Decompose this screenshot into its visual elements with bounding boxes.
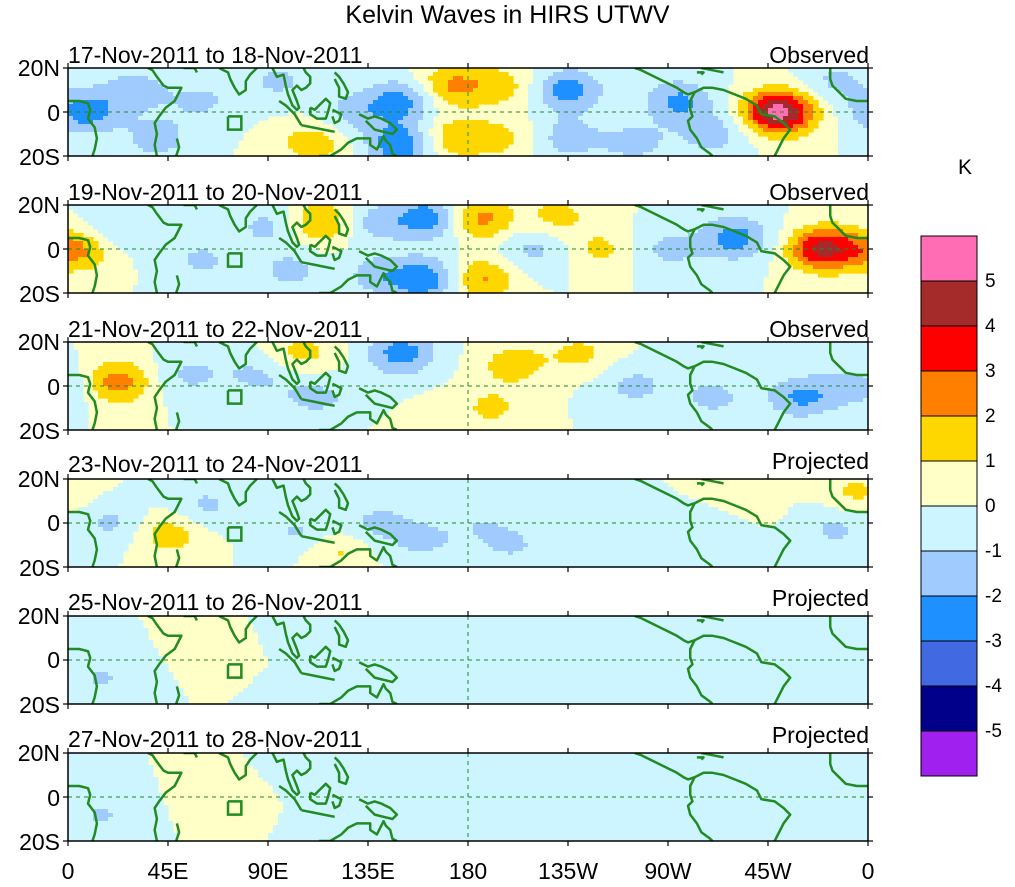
region-box — [226, 252, 243, 268]
lat-label-20n-p3: 20N — [17, 329, 60, 355]
coastlines — [68, 205, 868, 293]
lon-label-0: 0 — [61, 858, 75, 884]
lon-label-45w: 45W — [744, 858, 792, 884]
panel-1-date-label: 17-Nov-2011 to 18-Nov-2011 — [68, 42, 363, 68]
colorbar-swatch-3 — [920, 370, 978, 417]
lat-label-eq-p4: 0 — [47, 510, 60, 536]
axis-ticks — [63, 63, 873, 161]
coastlines — [68, 68, 868, 156]
lat-label-eq-p1: 0 — [47, 100, 60, 126]
map-panel-6 — [63, 748, 873, 846]
panel-5-status-label: Projected — [771, 585, 869, 611]
lat-label-20s-p2: 20S — [19, 281, 60, 307]
panel-4-date-label: 23-Nov-2011 to 24-Nov-2011 — [68, 451, 363, 477]
region-box — [226, 526, 243, 542]
map-panel-5 — [63, 611, 873, 709]
lon-label-180: 180 — [448, 858, 488, 884]
colorbar-swatch-4 — [920, 415, 978, 462]
panel-2-date-label: 19-Nov-2011 to 20-Nov-2011 — [68, 179, 363, 205]
colorbar-swatch-7 — [920, 550, 978, 597]
map-panel-4 — [63, 474, 873, 572]
colorbar-label-2: 2 — [985, 406, 996, 427]
lat-label-20n-p4: 20N — [17, 466, 60, 492]
lon-label-135e: 135E — [341, 858, 395, 884]
lat-label-20n-p2: 20N — [17, 192, 60, 218]
region-box — [226, 800, 243, 816]
colorbar-swatch-9 — [920, 640, 978, 687]
lat-label-20s-p3: 20S — [19, 418, 60, 444]
coastlines — [68, 479, 868, 567]
colorbar-label-4: 4 — [985, 316, 996, 337]
panel-3-date-label: 21-Nov-2011 to 22-Nov-2011 — [68, 316, 363, 342]
lat-label-eq-p2: 0 — [47, 237, 60, 263]
lat-label-20s-p4: 20S — [19, 555, 60, 581]
lon-label-135w: 135W — [537, 858, 599, 884]
lon-label-90e: 90E — [247, 858, 289, 884]
lat-label-20s-p1: 20S — [19, 144, 60, 170]
axis-ticks — [63, 474, 873, 572]
colorbar-label-neg4: -4 — [985, 676, 1002, 697]
lat-label-20s-p5: 20S — [19, 692, 60, 718]
map-panels — [63, 63, 873, 846]
colorbar-swatch-10 — [920, 685, 978, 732]
panel-3-status-label: Observed — [769, 316, 869, 342]
colorbar-swatch-1 — [920, 280, 978, 327]
panel-5-date-label: 25-Nov-2011 to 26-Nov-2011 — [68, 589, 363, 615]
axis-ticks — [63, 337, 873, 435]
colorbar-label-3: 3 — [985, 361, 996, 382]
colorbar-swatch-11 — [920, 730, 978, 777]
colorbar-label-neg1: -1 — [985, 541, 1002, 562]
coastlines — [68, 753, 868, 841]
axis-ticks — [63, 611, 873, 709]
region-box — [226, 663, 243, 679]
region-box — [226, 389, 243, 405]
map-panel-2 — [63, 200, 873, 298]
lon-label-45e: 45E — [147, 858, 189, 884]
lat-label-20n-p6: 20N — [17, 740, 60, 766]
colorbar-label-1: 1 — [985, 451, 996, 472]
colorbar-swatch-6 — [920, 505, 978, 552]
colorbar-swatch-0 — [920, 235, 978, 282]
map-panel-1 — [63, 63, 873, 161]
panel-1-status-label: Observed — [769, 42, 869, 68]
colorbar-label-5: 5 — [985, 271, 996, 292]
panel-6-date-label: 27-Nov-2011 to 28-Nov-2011 — [68, 726, 363, 752]
lat-label-20n-p5: 20N — [17, 603, 60, 629]
colorbar-swatch-2 — [920, 325, 978, 372]
lon-label-90w: 90W — [644, 858, 692, 884]
lat-label-eq-p6: 0 — [47, 785, 60, 811]
colorbar-swatch-8 — [920, 595, 978, 642]
map-panel-3 — [63, 337, 873, 435]
figure-title: Kelvin Waves in HIRS UTWV — [345, 1, 670, 29]
colorbar-label-neg2: -2 — [985, 586, 1002, 607]
colorbar-swatch-5 — [920, 460, 978, 507]
panel-6-status-label: Projected — [771, 722, 869, 748]
colorbar-label-neg5: -5 — [985, 721, 1002, 742]
colorbar-label-neg3: -3 — [985, 631, 1002, 652]
lon-label-0-east: 0 — [861, 858, 875, 884]
axis-ticks — [63, 200, 873, 298]
colorbar-label-0: 0 — [985, 496, 996, 517]
colorbar — [920, 235, 978, 777]
lat-label-20n-p1: 20N — [17, 55, 60, 81]
region-box — [226, 115, 243, 131]
lat-label-20s-p6: 20S — [19, 829, 60, 855]
colorbar-unit: K — [958, 156, 973, 179]
coastlines — [68, 616, 868, 704]
lat-label-eq-p5: 0 — [47, 647, 60, 673]
coastlines — [68, 342, 868, 430]
axis-ticks — [63, 748, 873, 846]
panel-2-status-label: Observed — [769, 179, 869, 205]
lat-label-eq-p3: 0 — [47, 374, 60, 400]
panel-4-status-label: Projected — [771, 448, 869, 474]
